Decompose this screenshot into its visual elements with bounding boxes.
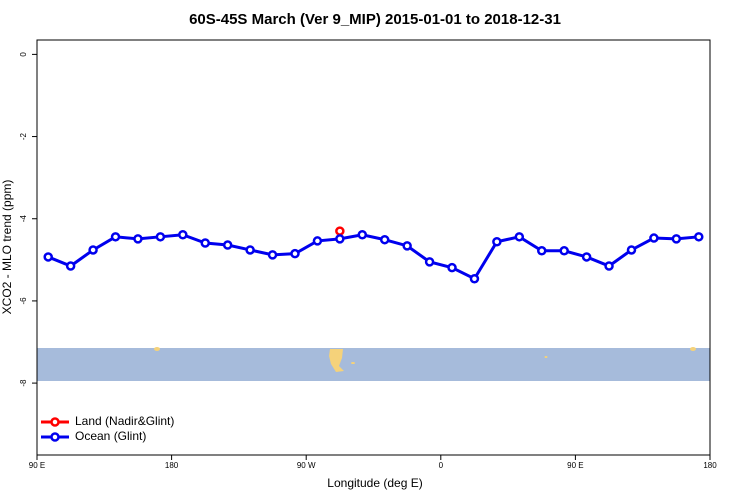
- data-point: [357, 230, 368, 240]
- x-axis-label: Longitude (deg E): [327, 476, 422, 490]
- ocean-strip: [37, 348, 710, 381]
- legend-marker: [50, 432, 60, 442]
- data-point: [581, 252, 592, 262]
- data-point: [402, 241, 412, 251]
- data-point: [626, 245, 637, 255]
- data-point: [559, 246, 569, 256]
- data-point: [155, 232, 166, 242]
- land-patch: [690, 347, 696, 351]
- data-point: [290, 248, 300, 259]
- map-strip: [37, 347, 710, 381]
- data-point: [492, 236, 502, 247]
- plot-frame: [36, 39, 711, 456]
- data-point: [424, 257, 435, 267]
- legend-label: Ocean (Glint): [75, 429, 146, 443]
- data-point: [110, 232, 121, 242]
- x-tick-label: 90 W: [297, 461, 316, 470]
- data-point: [65, 261, 76, 271]
- data-point: [335, 226, 345, 236]
- data-point: [178, 230, 188, 240]
- data-point: [222, 240, 233, 250]
- land-patch: [351, 362, 355, 364]
- x-tick-label: 180: [703, 461, 717, 470]
- data-point: [245, 245, 255, 255]
- y-tick-label: -8: [19, 379, 28, 387]
- data-point: [43, 252, 53, 262]
- data-point: [694, 232, 704, 242]
- data-point: [447, 262, 457, 273]
- data-point: [514, 232, 525, 242]
- data-point: [671, 234, 682, 244]
- y-tick-label: -2: [19, 132, 28, 140]
- y-tick-label: 0: [19, 52, 28, 57]
- land-patch: [544, 356, 548, 358]
- data-point: [88, 245, 98, 255]
- x-tick-label: 90 E: [567, 461, 583, 470]
- data-point: [267, 250, 278, 260]
- legend-label: Land (Nadir&Glint): [75, 414, 174, 428]
- data-point: [604, 261, 614, 271]
- x-tick-label: 90 E: [29, 461, 45, 470]
- land-patch: [154, 347, 160, 351]
- land-patch: [329, 349, 344, 372]
- series-line: [47, 233, 699, 281]
- data-point: [537, 246, 547, 256]
- data-point: [312, 236, 323, 246]
- legend-marker: [50, 417, 60, 427]
- y-tick-label: -6: [19, 297, 28, 305]
- data-point: [133, 234, 143, 244]
- y-axis-label: XCO2 - MLO trend (ppm): [0, 180, 14, 315]
- x-tick-label: 0: [439, 461, 444, 470]
- y-tick-label: -4: [19, 215, 28, 223]
- data-point: [335, 234, 345, 244]
- chart-title: 60S-45S March (Ver 9_MIP) 2015-01-01 to …: [189, 11, 561, 28]
- x-tick-label: 180: [165, 461, 179, 470]
- data-point: [649, 233, 659, 243]
- data-point: [379, 234, 390, 245]
- data-point: [200, 238, 210, 248]
- data-point: [469, 273, 480, 284]
